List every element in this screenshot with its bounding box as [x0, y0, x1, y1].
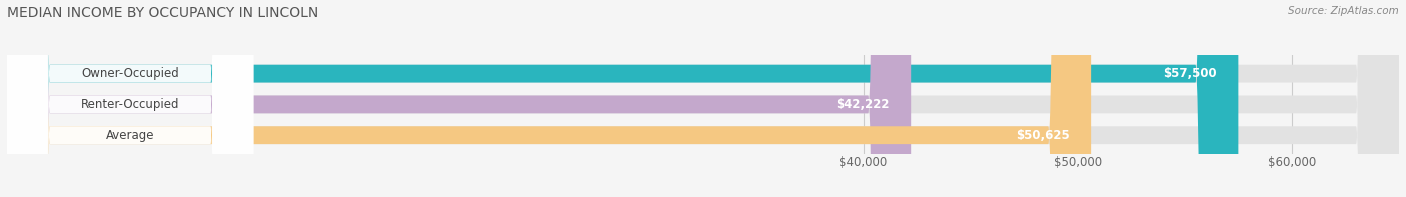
- FancyBboxPatch shape: [7, 0, 253, 197]
- Text: Owner-Occupied: Owner-Occupied: [82, 67, 179, 80]
- Text: Source: ZipAtlas.com: Source: ZipAtlas.com: [1288, 6, 1399, 16]
- FancyBboxPatch shape: [7, 0, 1399, 197]
- FancyBboxPatch shape: [7, 0, 1399, 197]
- Text: $42,222: $42,222: [837, 98, 890, 111]
- FancyBboxPatch shape: [7, 0, 1399, 197]
- FancyBboxPatch shape: [7, 0, 253, 197]
- Text: $57,500: $57,500: [1163, 67, 1218, 80]
- FancyBboxPatch shape: [7, 0, 1091, 197]
- FancyBboxPatch shape: [7, 0, 1239, 197]
- Text: MEDIAN INCOME BY OCCUPANCY IN LINCOLN: MEDIAN INCOME BY OCCUPANCY IN LINCOLN: [7, 6, 318, 20]
- Text: Average: Average: [105, 129, 155, 142]
- Text: Renter-Occupied: Renter-Occupied: [82, 98, 180, 111]
- Text: $50,625: $50,625: [1017, 129, 1070, 142]
- FancyBboxPatch shape: [7, 0, 253, 197]
- FancyBboxPatch shape: [7, 0, 911, 197]
